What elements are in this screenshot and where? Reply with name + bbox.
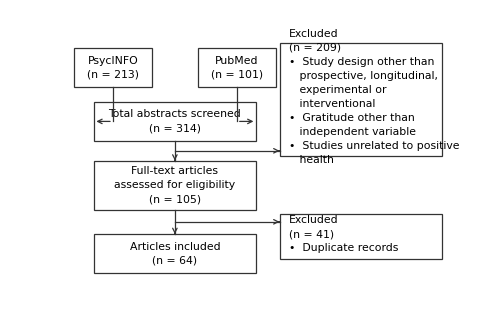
- Text: Excluded
(n = 41)
•  Duplicate records: Excluded (n = 41) • Duplicate records: [289, 215, 399, 253]
- Bar: [280, 214, 442, 259]
- Bar: [280, 43, 442, 156]
- Bar: [94, 161, 256, 210]
- Bar: [198, 48, 276, 87]
- Bar: [94, 102, 256, 141]
- Text: PsycINFO
(n = 213): PsycINFO (n = 213): [87, 56, 139, 80]
- Text: PubMed
(n = 101): PubMed (n = 101): [211, 56, 263, 80]
- Text: Excluded
(n = 209)
•  Study design other than
   prospective, longitudinal,
   e: Excluded (n = 209) • Study design other …: [289, 29, 460, 165]
- Text: Full-text articles
assessed for eligibility
(n = 105): Full-text articles assessed for eligibil…: [114, 166, 236, 204]
- Bar: [94, 234, 256, 273]
- Bar: [74, 48, 152, 87]
- Text: Total abstracts screened
(n = 314): Total abstracts screened (n = 314): [108, 109, 241, 134]
- Text: Articles included
(n = 64): Articles included (n = 64): [130, 242, 220, 266]
